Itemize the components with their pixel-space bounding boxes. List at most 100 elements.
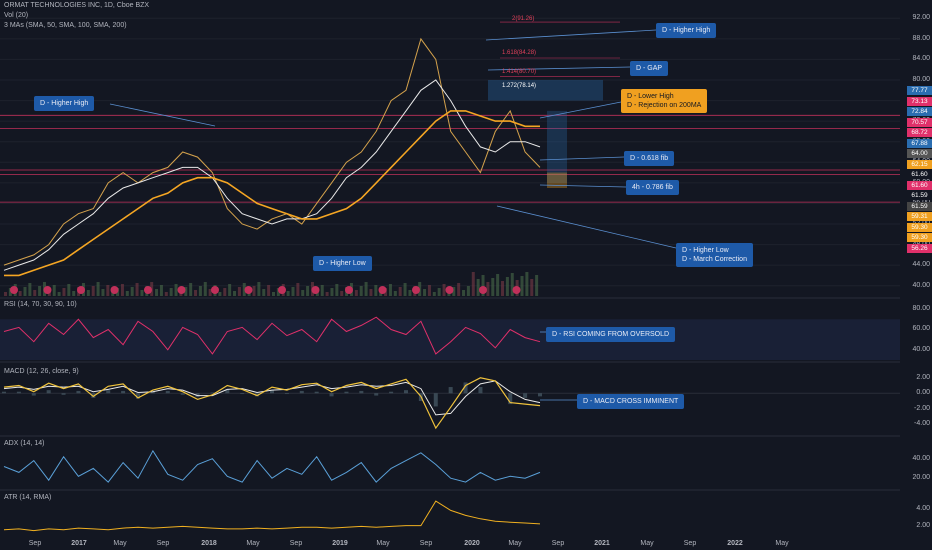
annotation-higher-low-left[interactable]: D - Higher Low (313, 256, 372, 271)
volume-bar (223, 288, 227, 296)
annotation-gap[interactable]: D - GAP (630, 61, 669, 76)
annotation-higher-high-left[interactable]: D - Higher High (34, 96, 95, 111)
macd-tick-label: 0.00 (916, 389, 930, 397)
macd-histogram-bar (463, 382, 468, 394)
macd-histogram-bar (61, 393, 66, 395)
macd-histogram-bar (404, 390, 408, 394)
volume-bar (169, 288, 173, 296)
macd-histogram-bar (121, 390, 126, 394)
volume-bar (72, 291, 76, 296)
earnings-marker (311, 286, 320, 294)
annotation-macd-cross[interactable]: D - MACD CROSS IMMINENT (577, 394, 685, 409)
macd-tick-label: -4.00 (914, 420, 930, 428)
price-tick-label: 92.00 (912, 14, 930, 22)
time-tick-label: Sep (156, 540, 170, 547)
earnings-marker (144, 286, 152, 294)
volume-bar (359, 286, 363, 296)
volume-bar (106, 285, 110, 296)
price-tag: 61.59 (907, 191, 932, 200)
volume-indicator-label[interactable]: Vol (20) (4, 12, 29, 19)
macd-histogram-bar (284, 393, 289, 395)
macd-tick-label: -2.00 (914, 404, 930, 412)
volume-bar (262, 289, 266, 296)
volume-bar (218, 292, 222, 296)
rsi-tick-label: 80.00 (912, 305, 930, 313)
rsi-tick-label: 40.00 (912, 345, 930, 353)
macd-signal-line (3, 380, 541, 416)
volume-bar (505, 277, 509, 296)
volume-bar (291, 287, 295, 296)
sma50-line (3, 79, 541, 271)
annotation-pointer-6 (496, 205, 677, 249)
price-tick-label: 40.00 (912, 281, 930, 289)
annotation-fib-0786[interactable]: 4h - 0.786 fib (626, 180, 679, 195)
price-tag: 72.84 (907, 107, 932, 116)
macd-indicator-label[interactable]: MACD (12, 26, close, 9) (4, 368, 79, 375)
macd-histogram-bar (210, 392, 215, 394)
volume-bar (335, 284, 339, 296)
volume-bar (111, 292, 115, 296)
volume-bar (398, 287, 402, 296)
volume-bar (91, 286, 95, 296)
volume-bar (403, 283, 407, 296)
volume-bar (325, 292, 329, 296)
time-tick-label: 2017 (71, 540, 87, 547)
volume-bar (140, 290, 144, 296)
annotation-higher-low-correction[interactable]: D - Higher Low D - March Correction (676, 243, 753, 267)
earnings-marker (110, 286, 119, 294)
macd-histogram-bar (46, 390, 51, 394)
annotation-fib-0618[interactable]: D - 0.618 fib (624, 151, 675, 166)
volume-bar (208, 289, 212, 296)
time-tick-label: May (508, 540, 522, 547)
fib-label-1618: 1.618(84.28) (502, 50, 537, 56)
volume-bar (476, 279, 480, 296)
volume-bar (228, 284, 232, 296)
atr-indicator-label[interactable]: ATR (14, RMA) (4, 494, 52, 501)
price-tag: 62.15 (907, 159, 932, 169)
moving-averages-label[interactable]: 3 MAs (SMA, 50, SMA, 100, SMA, 200) (4, 22, 127, 29)
time-tick-label: May (775, 540, 789, 547)
annotation-higher-high-top[interactable]: D - Higher High (656, 23, 717, 38)
volume-bar (86, 290, 90, 296)
time-tick-label: 2019 (332, 540, 348, 547)
gap-zone (488, 80, 603, 101)
volume-bar (203, 282, 207, 296)
time-tick-label: May (640, 540, 654, 547)
macd-histogram-bar (299, 390, 304, 394)
volume-bar (535, 275, 539, 296)
volume-bar (101, 289, 105, 296)
macd-histogram-bar (150, 391, 155, 394)
time-tick-label: Sep (289, 540, 303, 547)
macd-histogram-bar (374, 393, 379, 396)
price-tag: 67.88 (907, 138, 932, 148)
macd-histogram-bar (523, 393, 528, 398)
volume-bar (18, 291, 22, 296)
rsi-indicator-label[interactable]: RSI (14, 70, 30, 90, 10) (4, 301, 77, 308)
macd-histogram-bar (329, 393, 334, 397)
annotation-lower-high[interactable]: D - Lower High D - Rejection on 200MA (621, 89, 708, 113)
adx-tick-label: 40.00 (912, 454, 930, 462)
annotation-rsi-oversold[interactable]: D - RSI COMING FROM OVERSOLD (546, 327, 676, 342)
volume-bar (184, 287, 188, 296)
volume-bar (452, 287, 456, 296)
volume-bar (471, 272, 475, 296)
annotation-pointer-5 (539, 184, 627, 188)
volume-bar (369, 289, 373, 296)
sma200-line (4, 110, 540, 277)
volume-bar (408, 290, 412, 296)
rsi-tick-label: 60.00 (912, 325, 930, 333)
macd-histogram-bar (16, 391, 21, 394)
time-tick-label: 2020 (464, 540, 480, 547)
macd-histogram-bar (76, 390, 81, 394)
macd-tick-label: 2.00 (916, 373, 930, 381)
volume-bar (257, 282, 261, 296)
volume-bar (510, 273, 514, 296)
time-tick-label: May (376, 540, 390, 547)
macd-histogram-bar (270, 390, 274, 394)
time-tick-label: Sep (551, 540, 565, 547)
volume-bar (388, 284, 392, 296)
earnings-marker (278, 286, 286, 294)
adx-indicator-label[interactable]: ADX (14, 14) (4, 440, 45, 447)
volume-bar (272, 292, 275, 296)
